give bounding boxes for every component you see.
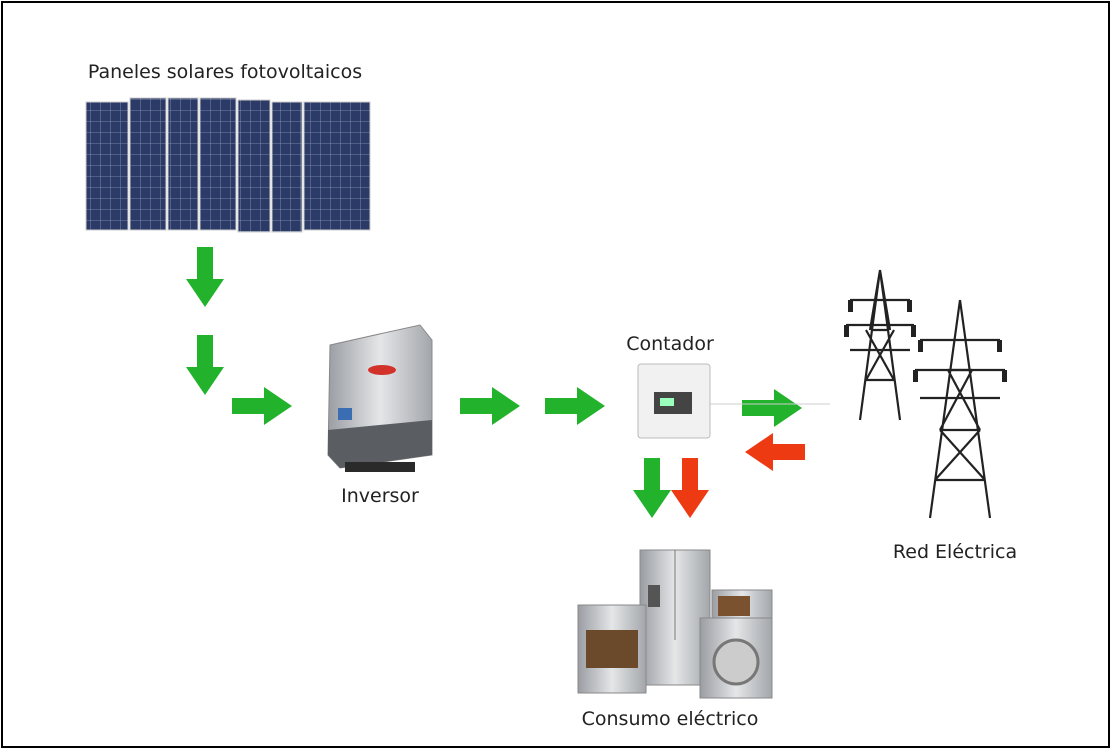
appliances: [577, 549, 773, 699]
label: Consumo eléctrico: [582, 708, 759, 730]
meter: [637, 363, 830, 439]
label: Paneles solares fotovoltaicos: [88, 61, 362, 83]
power-towers: [844, 269, 1007, 519]
label: Inversor: [341, 485, 419, 507]
inverter: [327, 324, 433, 472]
label: Contador: [626, 333, 714, 355]
label: Red Eléctrica: [893, 541, 1017, 563]
solar-panels: [85, 97, 371, 233]
